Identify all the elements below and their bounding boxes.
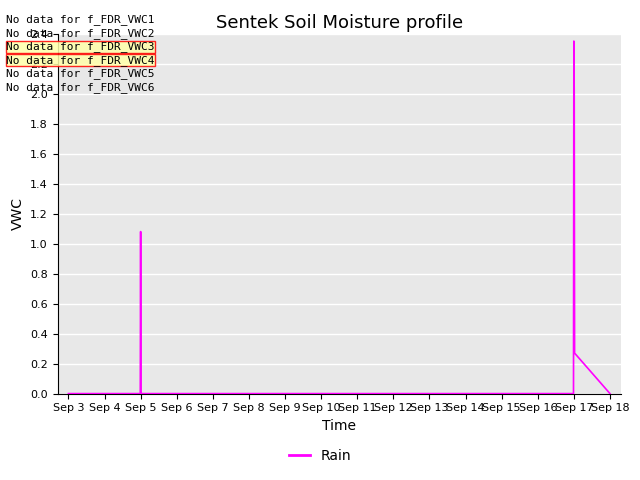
Title: Sentek Soil Moisture profile: Sentek Soil Moisture profile: [216, 14, 463, 32]
X-axis label: Time: Time: [322, 419, 356, 433]
Line: Rain: Rain: [68, 41, 610, 394]
Text: No data for f_FDR_VWC1: No data for f_FDR_VWC1: [6, 14, 155, 25]
Rain: [570, 38, 578, 44]
Rain: [138, 391, 145, 396]
Text: No data for f_FDR_VWC3: No data for f_FDR_VWC3: [6, 41, 155, 52]
Rain: [137, 228, 145, 234]
Rain: [606, 391, 614, 396]
Text: No data for f_FDR_VWC4: No data for f_FDR_VWC4: [6, 55, 155, 66]
Rain: [137, 391, 145, 396]
Rain: [136, 391, 144, 396]
Rain: [570, 391, 577, 396]
Rain: [570, 91, 578, 96]
Text: No data for f_FDR_VWC5: No data for f_FDR_VWC5: [6, 68, 155, 79]
Rain: [571, 350, 579, 356]
Text: No data for f_FDR_VWC2: No data for f_FDR_VWC2: [6, 28, 155, 39]
Y-axis label: VWC: VWC: [10, 197, 24, 230]
Rain: [65, 391, 72, 396]
Text: No data for f_FDR_VWC6: No data for f_FDR_VWC6: [6, 82, 155, 93]
Legend: Rain: Rain: [283, 443, 357, 468]
